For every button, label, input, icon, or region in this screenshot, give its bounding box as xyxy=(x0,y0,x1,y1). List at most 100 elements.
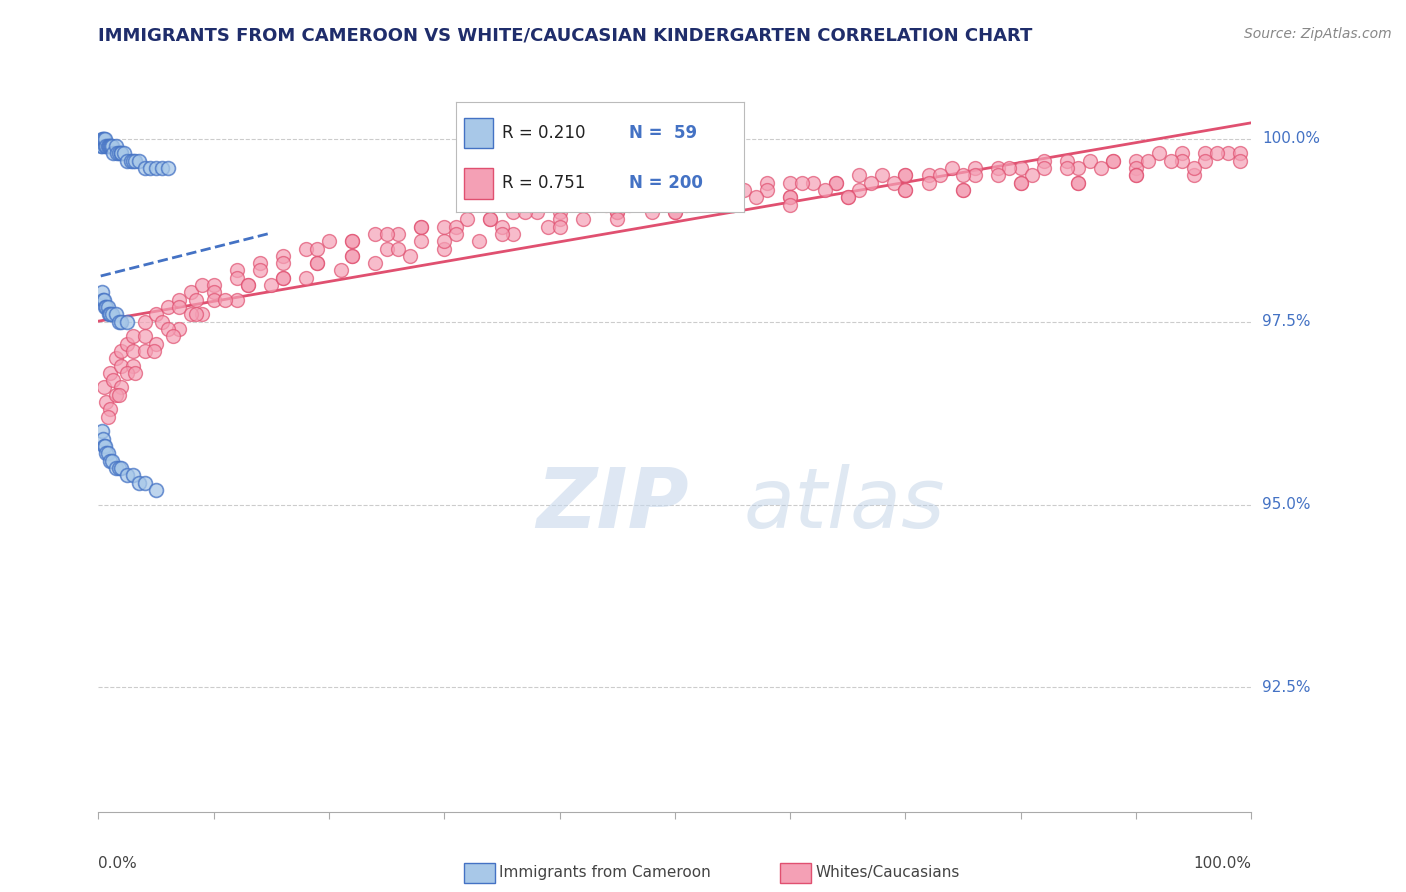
Text: 92.5%: 92.5% xyxy=(1263,680,1310,695)
Point xyxy=(479,212,502,227)
Point xyxy=(103,373,125,387)
Point xyxy=(444,219,467,234)
Point xyxy=(411,219,433,234)
Point xyxy=(1067,176,1090,190)
Point xyxy=(91,132,114,146)
Point xyxy=(1125,153,1147,168)
Point xyxy=(606,205,628,219)
Point xyxy=(103,146,125,161)
Point xyxy=(617,197,640,211)
Point xyxy=(249,263,271,277)
Point xyxy=(124,153,146,168)
Point xyxy=(271,270,294,285)
Point xyxy=(433,234,456,248)
Point xyxy=(641,205,664,219)
Point xyxy=(801,176,824,190)
Point xyxy=(128,475,150,490)
Point xyxy=(721,197,744,211)
Point xyxy=(675,197,697,211)
Point xyxy=(271,256,294,270)
Point xyxy=(167,293,190,307)
Point xyxy=(491,219,513,234)
Point xyxy=(952,169,974,183)
Point xyxy=(1102,153,1125,168)
Point xyxy=(117,315,139,329)
Point xyxy=(963,161,986,175)
Point xyxy=(96,446,118,460)
Point xyxy=(641,190,664,204)
Point xyxy=(779,176,801,190)
Text: IMMIGRANTS FROM CAMEROON VS WHITE/CAUCASIAN KINDERGARTEN CORRELATION CHART: IMMIGRANTS FROM CAMEROON VS WHITE/CAUCAS… xyxy=(98,27,1033,45)
Point xyxy=(364,256,387,270)
Point xyxy=(848,169,870,183)
Point xyxy=(96,139,118,153)
Point xyxy=(98,139,121,153)
Point xyxy=(202,293,225,307)
Point xyxy=(145,336,167,351)
Point xyxy=(917,176,939,190)
Text: atlas: atlas xyxy=(744,464,946,545)
Point xyxy=(491,227,513,241)
Point xyxy=(112,146,135,161)
Point xyxy=(456,212,478,227)
Point xyxy=(340,249,363,263)
Point xyxy=(134,315,156,329)
Point xyxy=(548,197,571,211)
Point xyxy=(710,197,733,211)
Point xyxy=(1125,169,1147,183)
Point xyxy=(90,425,112,439)
Point xyxy=(156,300,179,314)
Point xyxy=(238,278,260,293)
Point xyxy=(145,161,167,175)
Point xyxy=(1032,161,1054,175)
Point xyxy=(721,183,744,197)
Point xyxy=(110,315,132,329)
Point xyxy=(1067,176,1090,190)
Point xyxy=(329,263,352,277)
Text: Immigrants from Cameroon: Immigrants from Cameroon xyxy=(499,865,711,880)
Point xyxy=(617,190,640,204)
Point xyxy=(1182,169,1205,183)
Point xyxy=(307,256,329,270)
Point xyxy=(1147,146,1170,161)
Point xyxy=(1218,146,1240,161)
Text: Whites/Caucasians: Whites/Caucasians xyxy=(815,865,960,880)
Point xyxy=(963,169,986,183)
Point xyxy=(537,219,560,234)
Point xyxy=(101,139,124,153)
Point xyxy=(150,315,173,329)
Point xyxy=(779,197,801,211)
Point xyxy=(124,366,146,380)
Point xyxy=(1010,176,1032,190)
Point xyxy=(686,190,709,204)
Point xyxy=(1125,169,1147,183)
Point xyxy=(411,234,433,248)
Point xyxy=(606,205,628,219)
Point xyxy=(134,343,156,358)
Point xyxy=(307,256,329,270)
Point xyxy=(548,205,571,219)
Point xyxy=(249,256,271,270)
Point xyxy=(894,169,917,183)
Point xyxy=(411,219,433,234)
Point xyxy=(837,190,859,204)
Point xyxy=(104,461,127,475)
Point xyxy=(894,183,917,197)
Point xyxy=(814,183,837,197)
Point xyxy=(110,359,132,373)
Point xyxy=(398,249,420,263)
Point xyxy=(571,197,593,211)
Point xyxy=(97,300,120,314)
Point xyxy=(98,366,121,380)
Point xyxy=(652,190,675,204)
Point xyxy=(917,169,939,183)
Point xyxy=(145,307,167,321)
Point xyxy=(104,307,127,321)
Point xyxy=(779,190,801,204)
Point xyxy=(444,227,467,241)
Point xyxy=(167,322,190,336)
Point xyxy=(295,242,318,256)
Point xyxy=(167,300,190,314)
Point xyxy=(110,343,132,358)
Point xyxy=(295,270,318,285)
